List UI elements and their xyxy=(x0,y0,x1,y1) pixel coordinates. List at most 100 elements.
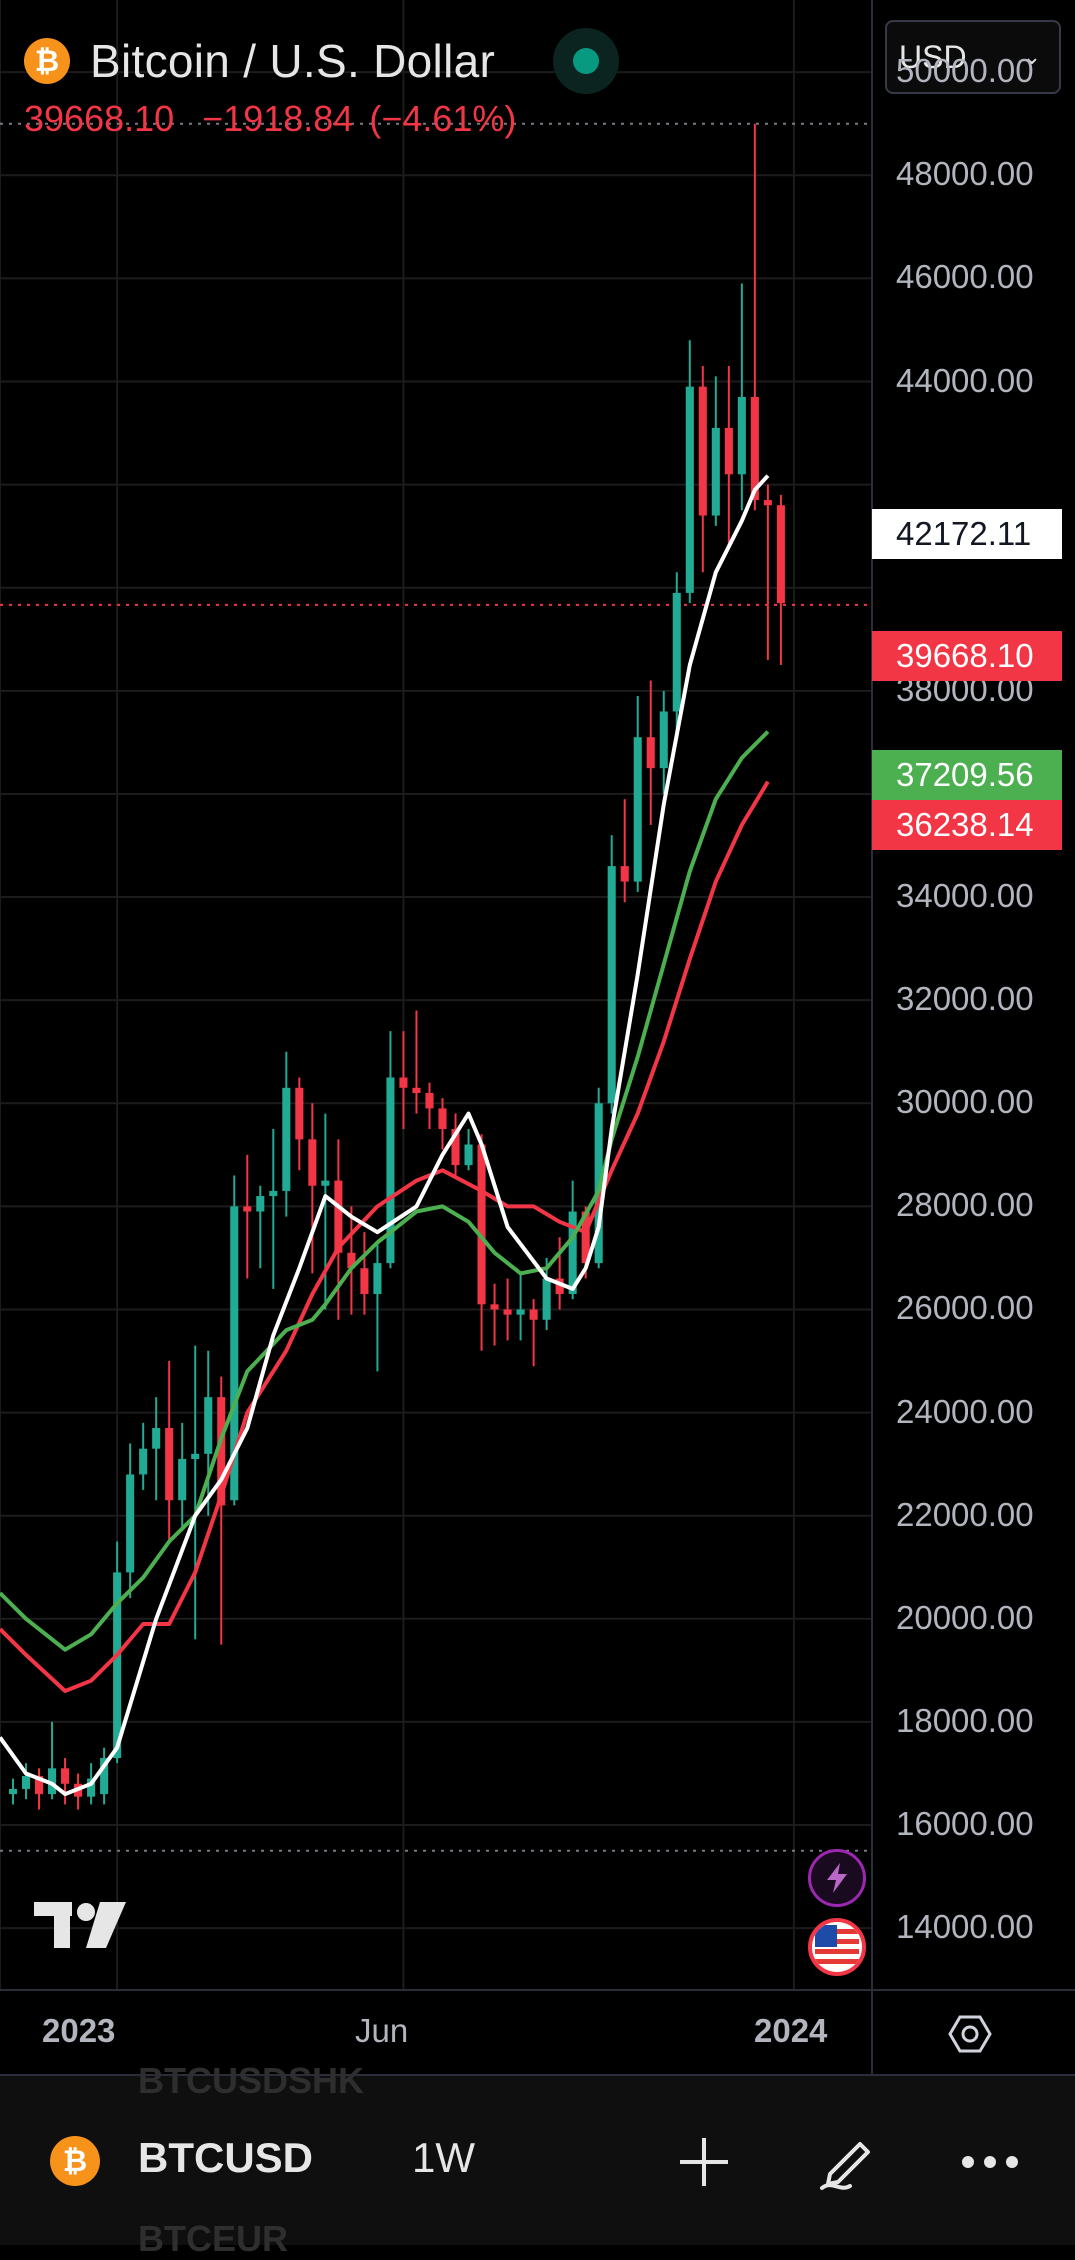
candle-body xyxy=(724,427,733,475)
symbol-coin-icon: ₿ xyxy=(50,2136,100,2186)
price-tick: 22000.00 xyxy=(896,1495,1034,1533)
candle-body xyxy=(256,1196,265,1212)
candle-body xyxy=(451,1129,460,1166)
price-quote: 39668.10 −1918.84 (−4.61%) xyxy=(24,98,534,140)
candle-body xyxy=(347,1252,356,1269)
time-tick-2024: 2024 xyxy=(754,2012,828,2049)
pen-icon xyxy=(820,2142,870,2190)
candle-body xyxy=(113,1572,122,1759)
bitcoin-coin-icon: ₿ xyxy=(24,38,70,84)
symbol-list-item-above: BTCUSDSHK xyxy=(138,2060,365,2101)
add-button[interactable] xyxy=(666,2124,742,2200)
drawing-tools-button[interactable] xyxy=(810,2124,886,2200)
market-status-indicator[interactable] xyxy=(553,28,620,94)
candle-body xyxy=(438,1108,447,1130)
candle-body xyxy=(685,386,694,593)
candle-body xyxy=(282,1087,291,1191)
candle-body xyxy=(217,1397,226,1506)
candle-body xyxy=(555,1278,564,1295)
last-price-value: 39668.10 xyxy=(24,98,175,139)
currency-select[interactable]: USD ⌄ xyxy=(885,20,1061,94)
candle-body xyxy=(308,1139,317,1186)
candle-body xyxy=(607,866,616,1104)
candle-body xyxy=(477,1144,486,1305)
price-tick: 18000.00 xyxy=(896,1701,1034,1739)
candle-body xyxy=(633,737,642,882)
candle-body xyxy=(386,1077,395,1264)
tradingview-logo xyxy=(34,1900,130,1966)
symbol-header[interactable]: ₿ Bitcoin / U.S. Dollar xyxy=(24,28,620,94)
candle-body xyxy=(373,1263,382,1295)
symbol-title: Bitcoin / U.S. Dollar xyxy=(90,35,496,87)
price-tick: 24000.00 xyxy=(896,1392,1034,1430)
us-flag-icon xyxy=(815,1925,859,1969)
interval-button[interactable]: 1W xyxy=(412,2134,475,2181)
candle-body xyxy=(711,427,720,516)
candle-body xyxy=(490,1304,499,1310)
candle-body xyxy=(100,1758,109,1795)
candle-body xyxy=(204,1397,213,1454)
ema-white-line xyxy=(0,474,770,1797)
candle-body xyxy=(672,592,681,712)
candle-body xyxy=(581,1211,590,1264)
candle-body xyxy=(269,1190,278,1197)
price-tick: 20000.00 xyxy=(896,1598,1034,1636)
candle-body xyxy=(659,711,668,769)
symbol-search-button[interactable]: BTCUSD xyxy=(138,2134,313,2181)
price-tick: 16000.00 xyxy=(896,1805,1034,1843)
candle-body xyxy=(334,1180,343,1253)
candle-body xyxy=(165,1428,174,1501)
candle-body xyxy=(230,1206,239,1501)
candle-body xyxy=(399,1077,408,1088)
candle-body xyxy=(516,1309,525,1315)
price-tick: 14000.00 xyxy=(896,1908,1034,1946)
more-menu-button[interactable] xyxy=(952,2124,1028,2200)
candle-body xyxy=(295,1087,304,1140)
candle-body xyxy=(776,505,785,604)
chevron-down-icon: ⌄ xyxy=(1022,44,1041,69)
status-dot-icon xyxy=(573,48,600,74)
price-tick: 30000.00 xyxy=(896,1083,1034,1121)
price-tick: 48000.00 xyxy=(896,155,1034,193)
events-lightning-button[interactable] xyxy=(808,1849,866,1907)
candle-body xyxy=(48,1768,57,1795)
candle-body xyxy=(503,1309,512,1315)
candle-body xyxy=(35,1776,44,1795)
candle-body xyxy=(152,1428,161,1449)
candle-body xyxy=(763,500,772,506)
candle-body xyxy=(21,1776,31,1789)
price-tick: 28000.00 xyxy=(896,1186,1034,1224)
ema-red-line xyxy=(0,780,770,1693)
candle-body xyxy=(126,1474,135,1573)
price-change-value: −1918.84 xyxy=(202,98,354,139)
candle-body xyxy=(178,1458,187,1501)
candle-body xyxy=(620,866,629,882)
chart-settings-button[interactable] xyxy=(944,2008,996,2060)
price-tick: 32000.00 xyxy=(896,980,1034,1018)
candle-body xyxy=(61,1768,70,1784)
candle-body xyxy=(646,737,655,769)
plus-icon xyxy=(680,2138,728,2186)
time-tick-2023: 2023 xyxy=(42,2012,116,2049)
candle-body xyxy=(412,1087,421,1093)
economic-events-button[interactable] xyxy=(808,1918,866,1976)
price-change-percent: (−4.61%) xyxy=(369,98,517,139)
ema-white-price-label: 42172.11 xyxy=(872,509,1062,559)
candle-body xyxy=(191,1453,200,1459)
lightning-icon xyxy=(827,1863,847,1893)
price-tick: 44000.00 xyxy=(896,361,1034,399)
ema-green-price-label: 37209.56 xyxy=(872,750,1062,800)
price-tick: 50000.00 xyxy=(896,52,1034,90)
candle-body xyxy=(87,1778,96,1797)
candle-body xyxy=(542,1278,551,1320)
candle-body xyxy=(750,396,759,501)
symbol-list-item-below: BTCEUR xyxy=(138,2218,288,2259)
candle-body xyxy=(737,396,746,475)
price-tick: 26000.00 xyxy=(896,1289,1034,1327)
ema-green-line xyxy=(0,730,770,1652)
candle-body xyxy=(321,1180,330,1186)
candle-body xyxy=(243,1206,252,1212)
candle-body xyxy=(464,1144,473,1166)
candle-body xyxy=(360,1268,369,1295)
